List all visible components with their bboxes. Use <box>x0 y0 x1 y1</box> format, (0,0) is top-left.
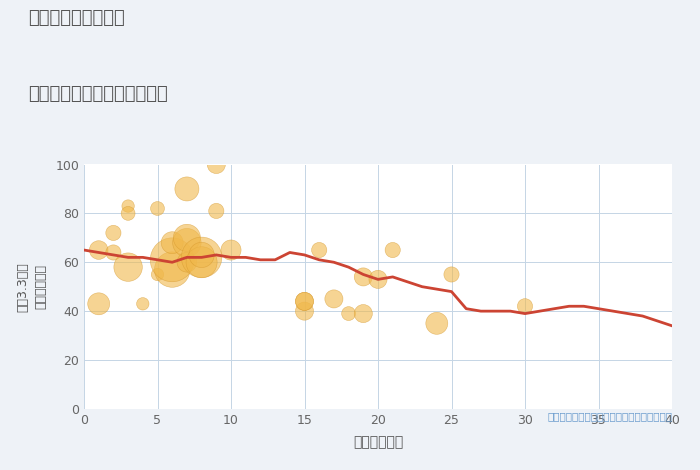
Point <box>196 258 207 266</box>
Point <box>93 300 104 307</box>
Point <box>181 185 193 193</box>
Text: 円の大きさは、取引のあった物件面積を示す: 円の大きさは、取引のあった物件面積を示す <box>547 411 672 421</box>
Point <box>167 239 178 246</box>
Point <box>519 303 531 310</box>
Point <box>446 271 457 278</box>
X-axis label: 築年数（年）: 築年数（年） <box>353 435 403 449</box>
Point <box>225 246 237 254</box>
Point <box>314 246 325 254</box>
Point <box>167 266 178 274</box>
Point <box>93 246 104 254</box>
Point <box>372 275 384 283</box>
Point <box>299 298 310 305</box>
Point <box>343 310 354 317</box>
Point <box>137 300 148 307</box>
Point <box>108 249 119 256</box>
Point <box>152 271 163 278</box>
Point <box>299 307 310 315</box>
Point <box>211 161 222 168</box>
Point <box>196 251 207 258</box>
Point <box>181 258 193 266</box>
Point <box>108 229 119 237</box>
Point <box>181 239 193 246</box>
Text: 三重県松阪市久保町: 三重県松阪市久保町 <box>28 9 125 27</box>
Point <box>167 256 178 264</box>
Point <box>328 295 339 303</box>
Point <box>122 210 134 217</box>
Point <box>387 246 398 254</box>
Y-axis label: 平（3.3㎡）
単価（万円）: 平（3.3㎡） 単価（万円） <box>16 262 47 312</box>
Point <box>181 234 193 242</box>
Point <box>196 254 207 261</box>
Text: 築年数別中古マンション価格: 築年数別中古マンション価格 <box>28 85 168 102</box>
Point <box>152 205 163 212</box>
Point <box>431 320 442 327</box>
Point <box>299 298 310 305</box>
Point <box>122 202 134 210</box>
Point <box>211 207 222 215</box>
Point <box>122 263 134 271</box>
Point <box>358 273 369 281</box>
Point <box>358 310 369 317</box>
